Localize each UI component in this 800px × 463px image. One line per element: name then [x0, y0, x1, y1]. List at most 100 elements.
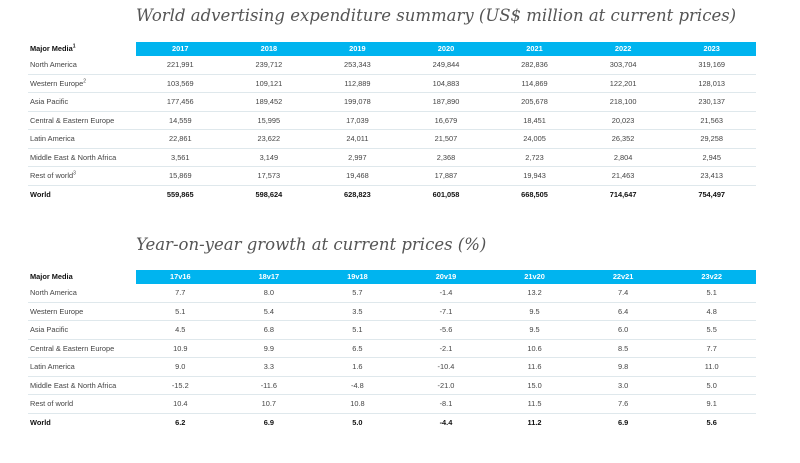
row-label: Middle East & North Africa [30, 380, 117, 390]
header-label: Major Media [30, 272, 73, 281]
row-label: Rest of world [30, 399, 74, 408]
value-cell: 122,201 [578, 74, 668, 93]
value-cell: 9.5 [490, 302, 579, 321]
value-cell: 7.4 [578, 284, 668, 303]
row-label: Western Europe [30, 306, 84, 316]
value-cell: -5.6 [401, 320, 491, 340]
table1-title: World advertising expenditure summary (U… [136, 6, 737, 25]
value-cell: 10.8 [313, 394, 402, 414]
value-cell: 5.5 [667, 320, 756, 340]
value-cell: 11.2 [527, 417, 542, 427]
total-row: World 6.2 6.9 5.0 -4.4 11.2 6.9 5.6 [28, 413, 756, 431]
growth-table: Major Media 17v16 18v17 19v18 20v19 21v2… [28, 270, 756, 431]
value-cell: 9.8 [578, 357, 668, 377]
value-cell: 19,468 [313, 166, 402, 186]
value-cell: 17,573 [224, 166, 314, 186]
value-cell: 112,889 [313, 74, 402, 93]
column-header: 19v18 [313, 270, 402, 284]
value-cell: 2,997 [313, 148, 402, 167]
table-row: Latin America 9.0 3.3 1.6 -10.4 11.6 9.8 11.0 [28, 357, 756, 377]
value-cell: 9.0 [136, 357, 225, 377]
value-cell: 2,945 [667, 148, 756, 167]
value-cell: 668,505 [521, 189, 548, 199]
value-cell: -4.4 [439, 417, 453, 427]
value-cell: 282,836 [490, 56, 579, 75]
value-cell: 19,943 [490, 166, 579, 186]
value-cell: 6.4 [578, 302, 668, 321]
value-cell: 187,890 [401, 92, 491, 112]
value-cell: 9.1 [667, 394, 756, 414]
table-row: Asia Pacific 4.5 6.8 5.1 -5.6 9.5 6.0 5.5 [28, 320, 756, 340]
value-cell: 253,343 [313, 56, 402, 75]
table-row: Asia Pacific 177,456 189,452 199,078 187,890… [28, 92, 756, 112]
header-label: Major Media [30, 44, 73, 53]
value-cell: 5.0 [667, 376, 756, 395]
column-header: 2019 [313, 42, 402, 56]
value-cell: 189,452 [224, 92, 314, 112]
value-cell: 5.1 [667, 284, 756, 303]
value-cell: 21,563 [667, 111, 756, 130]
value-cell: 10.7 [224, 394, 314, 414]
value-cell: 3.3 [224, 357, 314, 377]
row-label-cell: Western Europe [28, 302, 136, 321]
table-row: Western Europe 5.1 5.4 3.5 -7.1 9.5 6.4 4.8 [28, 302, 756, 321]
value-cell: 15,869 [136, 166, 225, 186]
value-cell: 11.0 [667, 357, 756, 377]
value-cell: 598,624 [255, 189, 283, 199]
table-row: Middle East & North Africa 3,561 3,149 2,99… [28, 148, 756, 167]
row-label-cell: Western Europe2 [28, 74, 136, 93]
row-label: Asia Pacific [30, 97, 69, 106]
value-cell: 559,865 [166, 189, 194, 199]
value-cell: 10.9 [136, 339, 225, 358]
table-row: Central & Eastern Europe 14,559 15,995 17,0… [28, 111, 756, 130]
row-label-cell: Asia Pacific [28, 320, 136, 340]
value-cell: 3.5 [313, 302, 402, 321]
value-cell: -2.1 [401, 339, 491, 358]
value-cell: 714,647 [609, 189, 637, 199]
table-row: Rest of world 10.4 10.7 10.8 -8.1 11.5 7.6 9.1 [28, 394, 756, 414]
row-label: World [30, 189, 51, 199]
value-cell: -7.1 [401, 302, 491, 321]
value-cell: 628,823 [344, 189, 371, 199]
value-cell: 23,413 [667, 166, 756, 186]
value-cell: 239,712 [224, 56, 314, 75]
value-cell: 10.4 [136, 394, 225, 414]
row-label-cell: Middle East & North Africa [28, 148, 136, 167]
column-header: 2022 [578, 42, 668, 56]
value-cell: -21.0 [401, 376, 491, 395]
footnote-marker: 3 [73, 170, 76, 177]
value-cell: 15.0 [490, 376, 579, 395]
value-cell: 5.6 [706, 417, 717, 427]
table-row: North America 7.7 8.0 5.7 -1.4 13.2 7.4 5.1 [28, 284, 756, 303]
value-cell: 7.7 [667, 339, 756, 358]
row-label-cell: Central & Eastern Europe [28, 111, 136, 130]
value-cell: 218,100 [578, 92, 668, 112]
value-cell: 15,995 [224, 111, 314, 130]
value-cell: 754,497 [698, 189, 726, 199]
value-cell: 303,704 [578, 56, 668, 75]
header-label-cell: Major Media1 [28, 42, 136, 56]
row-label: World [30, 417, 51, 427]
row-label-cell: North America [28, 284, 136, 303]
row-label-cell: Rest of world3 [28, 166, 136, 186]
value-cell: 24,005 [490, 129, 579, 149]
row-label-cell: Latin America [28, 129, 136, 149]
value-cell: -15.2 [136, 376, 225, 395]
column-header: 2020 [401, 42, 491, 56]
total-row: World 559,865 598,624 628,823 601,058 668,505… [28, 185, 756, 203]
row-label: Middle East & North Africa [30, 152, 117, 162]
value-cell: 249,844 [401, 56, 491, 75]
value-cell: 3,149 [224, 148, 314, 167]
value-cell: -4.8 [313, 376, 402, 395]
value-cell: 5.7 [313, 284, 402, 303]
value-cell: 17,887 [401, 166, 491, 186]
table-row: Western Europe2 103,569 109,121 112,889 104,… [28, 74, 756, 93]
value-cell: 205,678 [490, 92, 579, 112]
value-cell: 8.5 [578, 339, 668, 358]
table-row: Latin America 22,861 23,622 24,011 21,507 24,… [28, 129, 756, 149]
value-cell: 4.5 [136, 320, 225, 340]
value-cell: 6.5 [313, 339, 402, 358]
row-label-cell: Asia Pacific [28, 92, 136, 112]
table-row: Central & Eastern Europe 10.9 9.9 6.5 -2.1 10… [28, 339, 756, 358]
value-cell: -8.1 [401, 394, 491, 414]
